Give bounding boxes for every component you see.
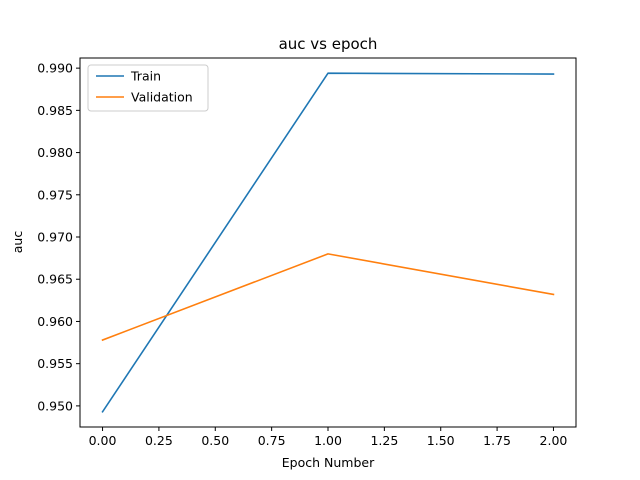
legend-label: Train bbox=[130, 69, 161, 84]
y-tick-label: 0.970 bbox=[37, 230, 73, 245]
x-tick-label: 0.50 bbox=[201, 433, 229, 448]
x-tick-label: 1.00 bbox=[314, 433, 342, 448]
chart-title: auc vs epoch bbox=[279, 35, 378, 53]
axes-frame bbox=[79, 57, 577, 428]
y-tick-label: 0.980 bbox=[37, 145, 73, 160]
x-tick-label: 0.00 bbox=[89, 433, 117, 448]
y-tick-label: 0.985 bbox=[37, 103, 73, 118]
y-tick-label: 0.960 bbox=[37, 314, 73, 329]
x-tick-label: 2.00 bbox=[540, 433, 568, 448]
x-tick-label: 1.75 bbox=[483, 433, 511, 448]
y-tick-label: 0.950 bbox=[37, 398, 73, 413]
x-tick-label: 0.75 bbox=[258, 433, 286, 448]
series-line-train bbox=[101, 72, 555, 413]
y-tick-label: 0.975 bbox=[37, 187, 73, 202]
legend: Train Validation bbox=[87, 64, 209, 112]
x-axis-title: Epoch Number bbox=[282, 455, 375, 470]
series-line-validation bbox=[101, 253, 555, 342]
axis-ticks: 0.00 0.25 0.50 0.75 1.00 1.25 1.50 1.75 2.00 0.95… bbox=[37, 61, 567, 448]
y-axis-title: auc bbox=[10, 231, 25, 254]
y-tick-label: 0.955 bbox=[37, 356, 73, 371]
x-tick-label: 1.25 bbox=[370, 433, 398, 448]
legend-label: Validation bbox=[131, 90, 193, 105]
y-tick-label: 0.965 bbox=[37, 272, 73, 287]
series-lines bbox=[101, 72, 555, 413]
x-tick-label: 1.50 bbox=[427, 433, 455, 448]
x-tick-label: 0.25 bbox=[145, 433, 173, 448]
y-tick-label: 0.990 bbox=[37, 61, 73, 76]
